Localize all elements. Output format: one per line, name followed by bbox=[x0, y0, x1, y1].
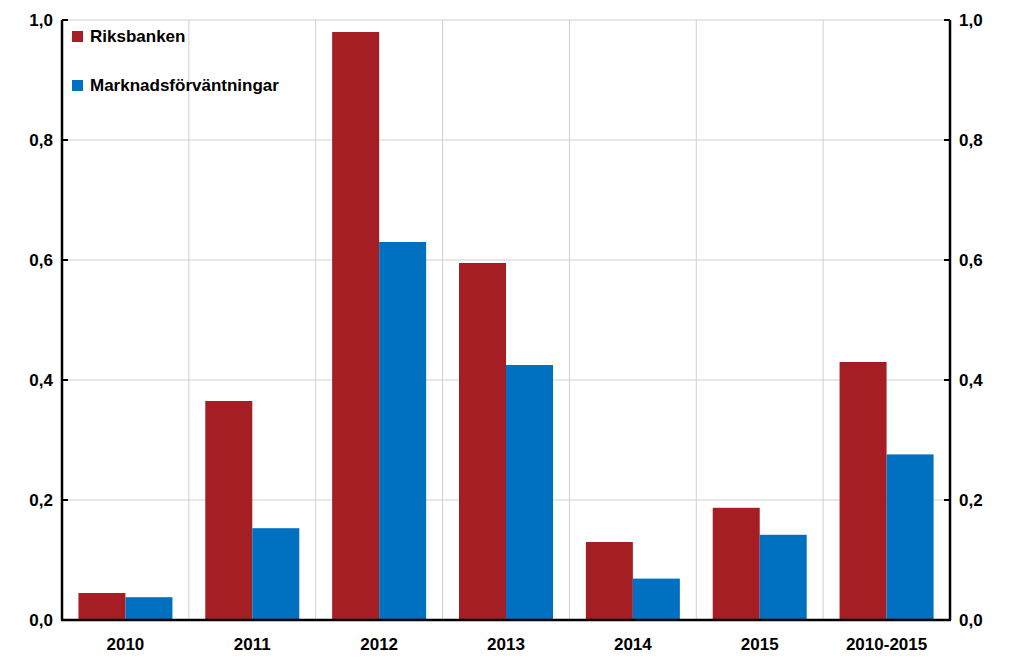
y2-axis-line bbox=[949, 20, 952, 620]
bar bbox=[840, 362, 887, 620]
x-tick-label: 2012 bbox=[360, 635, 398, 654]
y-tick-label: 0,4 bbox=[29, 371, 53, 390]
bar bbox=[633, 579, 680, 620]
x-axis-line bbox=[61, 619, 951, 622]
grid-line bbox=[62, 140, 950, 141]
y-tick bbox=[62, 19, 68, 21]
y2-tick-label: 1,0 bbox=[959, 11, 983, 30]
bar bbox=[252, 528, 299, 620]
bar bbox=[760, 535, 807, 620]
bar bbox=[78, 593, 125, 620]
y2-tick bbox=[944, 379, 950, 381]
y-tick-label: 0,8 bbox=[29, 131, 53, 150]
bar bbox=[125, 597, 172, 620]
y2-tick-label: 0,4 bbox=[959, 371, 983, 390]
x-tick-label: 2013 bbox=[487, 635, 525, 654]
y-axis-line bbox=[61, 20, 64, 620]
y2-tick-label: 0,2 bbox=[959, 491, 983, 510]
bar bbox=[459, 263, 506, 620]
bar bbox=[205, 401, 252, 620]
chart-container: 0,0 0,0 0,2 0,2 0,4 0,4 0,6 0,6 0,8 0,8 1,0 1,0 2010… bbox=[0, 0, 1024, 670]
y2-tick bbox=[944, 139, 950, 141]
legend-label: Riksbanken bbox=[90, 27, 185, 46]
x-tick-label: 2015 bbox=[741, 635, 779, 654]
y2-tick bbox=[944, 259, 950, 261]
x-tick-label: 2014 bbox=[614, 635, 652, 654]
x-tick-label: 2010-2015 bbox=[846, 635, 927, 654]
y-tick bbox=[62, 619, 68, 621]
category-grid-line bbox=[823, 20, 824, 620]
bar bbox=[887, 454, 934, 620]
legend-label: Marknadsförväntningar bbox=[90, 76, 279, 95]
grid-line bbox=[62, 620, 950, 621]
legend-swatch bbox=[72, 31, 83, 42]
y2-tick bbox=[944, 499, 950, 501]
grid bbox=[62, 20, 950, 620]
y-tick bbox=[62, 259, 68, 261]
grid-line bbox=[62, 260, 950, 261]
y-tick-label: 0,2 bbox=[29, 491, 53, 510]
axes: 0,0 0,0 0,2 0,2 0,4 0,4 0,6 0,6 0,8 0,8 1,0 1,0 2010… bbox=[29, 11, 983, 654]
y2-tick-label: 0,0 bbox=[959, 611, 983, 630]
legend: Riksbanken Marknadsförväntningar bbox=[72, 27, 279, 95]
y2-tick bbox=[944, 19, 950, 21]
y-tick bbox=[62, 139, 68, 141]
grid-line bbox=[62, 20, 950, 21]
bar bbox=[713, 508, 760, 620]
bar bbox=[379, 242, 426, 620]
category-grid-line bbox=[569, 20, 570, 620]
y-tick bbox=[62, 379, 68, 381]
bar bbox=[586, 542, 633, 620]
y-tick-label: 0,0 bbox=[29, 611, 53, 630]
category-grid-line bbox=[442, 20, 443, 620]
legend-swatch bbox=[72, 80, 83, 91]
x-tick-label: 2011 bbox=[234, 635, 271, 654]
x-tick-label: 2010 bbox=[107, 635, 145, 654]
y2-tick-label: 0,6 bbox=[959, 251, 983, 270]
bar bbox=[506, 365, 553, 620]
y-tick-label: 1,0 bbox=[29, 11, 53, 30]
y2-tick-label: 0,8 bbox=[959, 131, 983, 150]
category-grid-line bbox=[696, 20, 697, 620]
chart-svg: 0,0 0,0 0,2 0,2 0,4 0,4 0,6 0,6 0,8 0,8 1,0 1,0 2010… bbox=[0, 0, 1024, 670]
bar bbox=[332, 32, 379, 620]
category-grid-line bbox=[188, 20, 189, 620]
y-tick-label: 0,6 bbox=[29, 251, 53, 270]
y-tick bbox=[62, 499, 68, 501]
y2-tick bbox=[944, 619, 950, 621]
category-grid-line bbox=[315, 20, 316, 620]
bars bbox=[78, 32, 933, 620]
